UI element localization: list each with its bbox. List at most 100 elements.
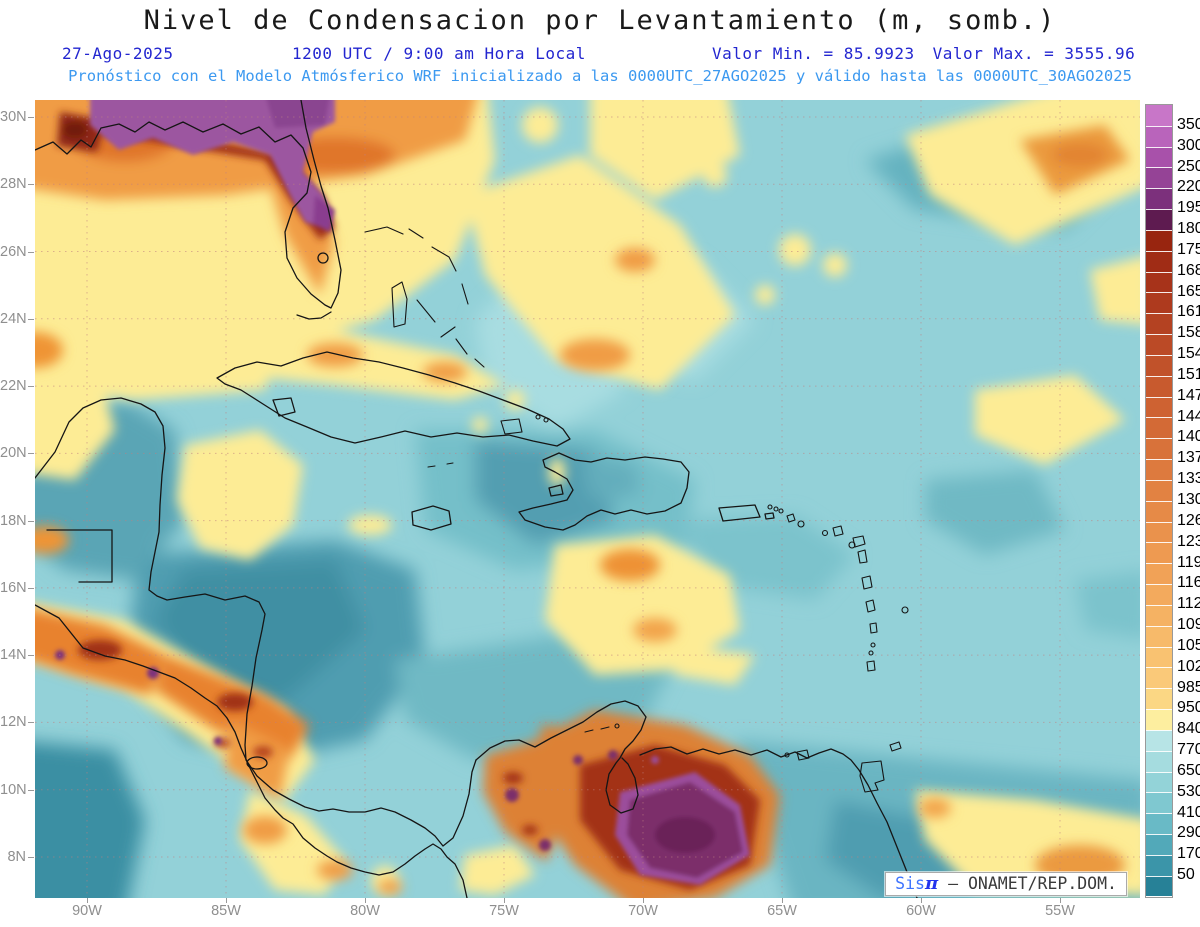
lat-tick-mark (28, 856, 34, 858)
colorbar-label: 410 (1177, 803, 1200, 821)
lat-tick-label: 20N (0, 445, 27, 462)
colorbar-segment (1146, 459, 1172, 480)
colorbar-label: 3500 (1177, 115, 1200, 133)
lon-tick-mark (504, 898, 505, 903)
lon-tick-mark (226, 898, 227, 903)
colorbar-segment (1146, 292, 1172, 314)
colorbar-label: 1020 (1177, 657, 1200, 675)
lon-tick-label: 75W (489, 903, 519, 919)
bahamas-eleuthera (416, 246, 485, 368)
colorbar-segment (1146, 375, 1172, 397)
lat-tick-label: 18N (0, 512, 27, 529)
colorbar-label: 840 (1177, 720, 1200, 738)
abc-islands (584, 726, 610, 733)
colorbar-segment (1146, 729, 1172, 751)
st-vincent (869, 622, 878, 634)
colorbar-label: 1510 (1177, 365, 1200, 383)
max-value-label: Valor Max. = 3555.96 (932, 44, 1136, 63)
coastline-hispaniola (518, 452, 690, 531)
colorbar-segment (1146, 584, 1172, 605)
colorbar-label: 1230 (1177, 532, 1200, 550)
colorbar-label: 170 (1177, 845, 1200, 863)
colorbar-segment (1146, 438, 1172, 460)
colorbar-segment (1146, 417, 1172, 439)
lon-tick-mark (365, 898, 366, 903)
date-label: 27-Ago-2025 (62, 44, 174, 63)
gridlines (35, 100, 1140, 898)
lat-tick-mark (28, 117, 34, 118)
lon-tick-mark (921, 898, 922, 903)
lon-tick-label: 80W (350, 903, 380, 919)
colorbar-segment (1146, 521, 1172, 543)
colorbar-label: 1055 (1177, 636, 1200, 654)
colorbar-segment (1146, 229, 1172, 251)
watermark-org: – ONAMET/REP.DOM. (948, 874, 1117, 893)
colorbar-label: 770 (1177, 741, 1200, 759)
colorbar-segment (1146, 271, 1172, 293)
lat-tick-label: 30N (0, 109, 27, 125)
time-label: 1200 UTC / 9:00 am Hora Local (292, 44, 586, 63)
colorbar-label: 650 (1177, 761, 1200, 779)
coastline-pacific-centam (35, 604, 468, 898)
coastline-puerto-rico (718, 504, 761, 522)
minmax-labels: Valor Min. = 85.9923 Valor Max. = 3555.96 (712, 44, 1135, 63)
coastline-gulf-florida (35, 100, 342, 309)
colorbar-segment (1146, 146, 1172, 168)
lon-tick-mark (782, 898, 783, 903)
forecast-description: Pronóstico con el Modelo Atmósferico WRF… (68, 67, 1132, 85)
lat-tick-label: 10N (0, 781, 27, 798)
colorbar-label: 950 (1177, 699, 1200, 717)
colorbar-segment (1146, 833, 1172, 855)
lake-nicaragua (246, 756, 268, 770)
coastlines (35, 100, 918, 898)
antigua (832, 525, 844, 537)
lat-tick-mark (28, 318, 34, 320)
colorbar-segment (1146, 396, 1172, 418)
colorbar-label: 1160 (1177, 574, 1200, 592)
bahamas-grand-abaco (364, 226, 424, 239)
colorbar-label: 2500 (1177, 157, 1200, 175)
colorbar-segment (1146, 813, 1172, 834)
lat-tick-mark (28, 184, 34, 186)
martinique (861, 575, 873, 590)
turks-islands (535, 414, 541, 420)
colorbar-label: 1950 (1177, 199, 1200, 217)
lat-tick-mark (28, 587, 34, 589)
colorbar-segment (1146, 625, 1172, 647)
colorbar-segment (1146, 875, 1172, 897)
lat-tick-label: 12N (0, 714, 27, 731)
grenadines (870, 642, 876, 648)
border-guatemala (46, 529, 113, 583)
tobago (889, 741, 902, 752)
colorbar-segment (1146, 479, 1172, 501)
colorbar-label: 1370 (1177, 449, 1200, 467)
grenada (866, 660, 876, 672)
st-martin (786, 513, 796, 523)
small-islands (364, 226, 909, 793)
colorbar-segment (1146, 750, 1172, 772)
coastline-florida-keys (296, 311, 332, 320)
colorbar-label: 1125 (1177, 595, 1200, 613)
lon-tick-label: 90W (72, 903, 102, 919)
colorbar-segment (1146, 500, 1172, 522)
lon-tick-label: 85W (211, 903, 241, 919)
colorbar-segment (1146, 688, 1172, 710)
colorbar-label: 1300 (1177, 491, 1200, 508)
lon-tick-mark (87, 898, 88, 903)
lat-tick-mark (28, 251, 34, 253)
colorbar-segment (1146, 709, 1172, 730)
coastline-jamaica (411, 505, 452, 531)
colorbar-label: 1475 (1177, 386, 1200, 404)
cayman-islands (427, 462, 454, 468)
lon-tick-label: 65W (767, 903, 797, 919)
colorbar-label: 1580 (1177, 324, 1200, 342)
colorbar-label: 2200 (1177, 178, 1200, 196)
colorbar-segment (1146, 542, 1172, 564)
lat-tick-mark (28, 655, 34, 657)
lat-tick-label: 8N (7, 848, 26, 865)
colorbar-label: 1090 (1177, 616, 1200, 634)
coastline-cuba (216, 351, 571, 447)
colorbar-segment (1146, 771, 1172, 793)
colorbar-segment (1146, 167, 1172, 189)
colorbar-segment (1146, 209, 1172, 230)
